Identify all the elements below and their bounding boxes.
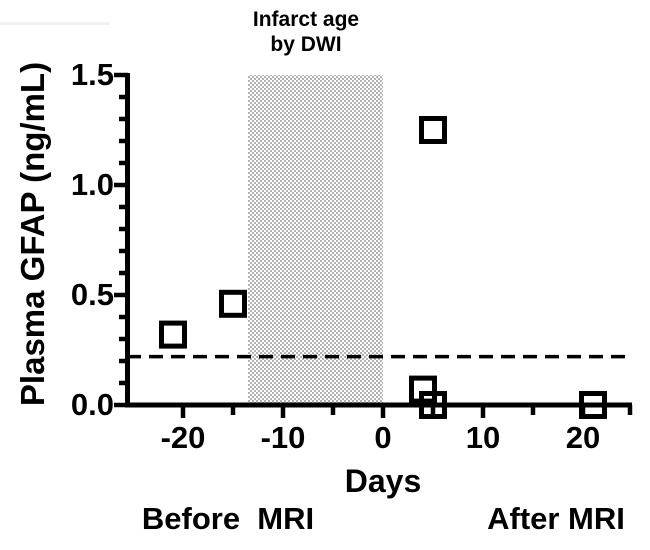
y-tick-label: 1.0 bbox=[70, 167, 114, 202]
after-mri-label: After MRI bbox=[487, 501, 625, 536]
y-tick-label: 1.5 bbox=[70, 57, 114, 92]
band-title: Infarct age by DWI bbox=[186, 7, 426, 57]
x-tick-label: 10 bbox=[465, 420, 501, 455]
y-tick-label: 0.0 bbox=[70, 387, 114, 422]
x-axis-title: Days bbox=[344, 463, 422, 499]
scan-artifact-line bbox=[0, 22, 110, 25]
x-tick-label: 20 bbox=[565, 420, 601, 455]
data-point-square bbox=[159, 320, 187, 349]
y-tick-label: 0.5 bbox=[70, 277, 114, 312]
x-tick-label: 0 bbox=[374, 420, 392, 455]
x-tick-label: -20 bbox=[160, 420, 206, 455]
data-point-square bbox=[419, 116, 447, 144]
dwi-window-band bbox=[248, 75, 383, 405]
data-point-square bbox=[219, 289, 247, 318]
band-title-line1: Infarct age bbox=[252, 8, 360, 31]
data-point-square bbox=[579, 391, 607, 419]
before-mri-label: Before MRI bbox=[141, 501, 315, 536]
y-axis-title: Plasma GFAP (ng/mL) bbox=[14, 61, 51, 407]
band-title-line2: by DWI bbox=[270, 33, 342, 56]
data-point-square bbox=[419, 391, 447, 419]
x-tick-label: -10 bbox=[260, 420, 306, 455]
